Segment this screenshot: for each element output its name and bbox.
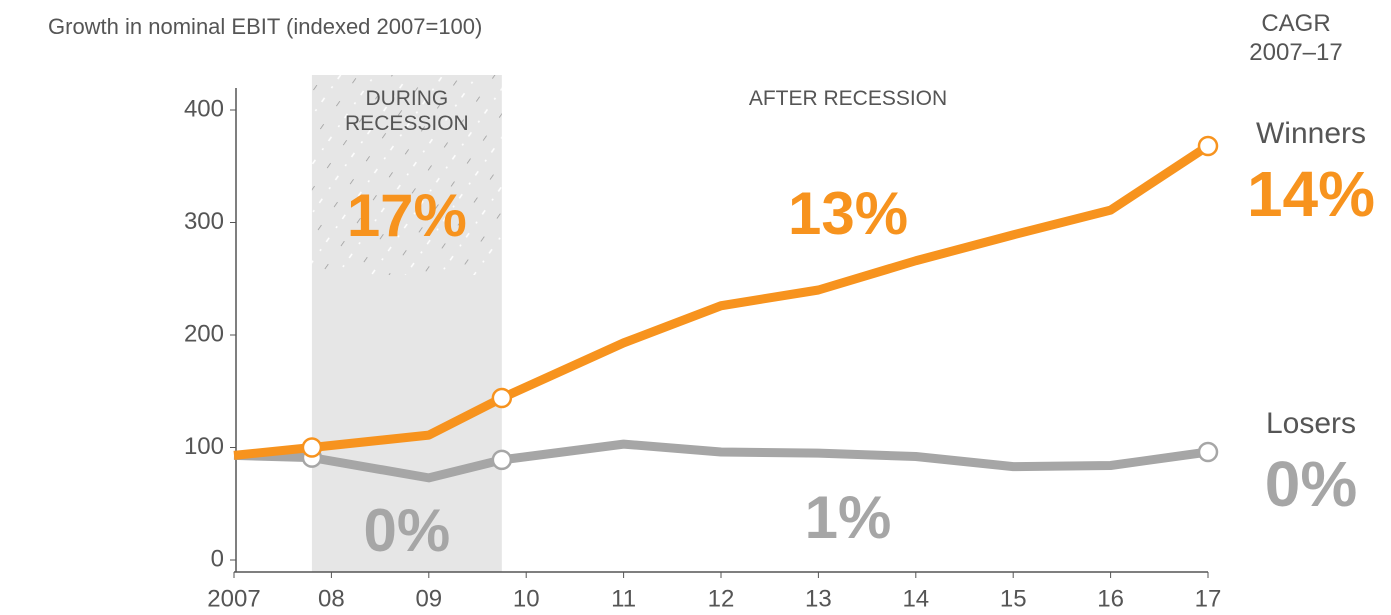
series-line [233,142,1211,460]
x-tick-label: 2007 [207,585,260,612]
period-label: AFTER RECESSION [748,87,948,110]
x-tick-label: 12 [708,585,735,612]
series-cagr: 14% [1246,158,1376,230]
y-tick-label: 300 [184,208,224,235]
x-tick-label: 15 [1000,585,1027,612]
x-tick-label: 08 [318,585,345,612]
recession-rain [311,75,502,275]
y-tick-label: 400 [184,95,224,122]
y-tick-label: 0 [211,545,224,572]
x-tick-label: 17 [1195,585,1222,612]
x-tick-label: 16 [1097,585,1124,612]
point-marker [491,449,513,471]
point-marker [301,437,323,458]
period-cagr: 17% [346,182,467,249]
x-tick-label: 09 [415,585,442,612]
cagr-header: CAGR 2007–17 [1249,10,1343,66]
period-label: DURING RECESSION [345,87,469,136]
period-cagr: 0% [363,497,451,564]
x-tick-label: 13 [805,585,832,612]
legend-label: Losers [1265,407,1357,440]
point-marker [1197,441,1219,463]
series-line [233,439,1209,483]
x-tick-label: 10 [513,585,540,612]
chart-title: Growth in nominal EBIT (indexed 2007=100… [48,14,482,39]
y-tick-label: 200 [184,320,224,347]
point-marker [1197,135,1219,157]
x-tick-label: 11 [611,585,636,612]
series-cagr: 0% [1264,448,1358,520]
point-marker [491,387,513,409]
x-tick-label: 14 [902,585,929,612]
period-cagr: 1% [804,484,892,551]
legend-label: Winners [1255,117,1367,150]
period-cagr: 13% [787,180,909,247]
y-tick-label: 100 [184,433,224,460]
